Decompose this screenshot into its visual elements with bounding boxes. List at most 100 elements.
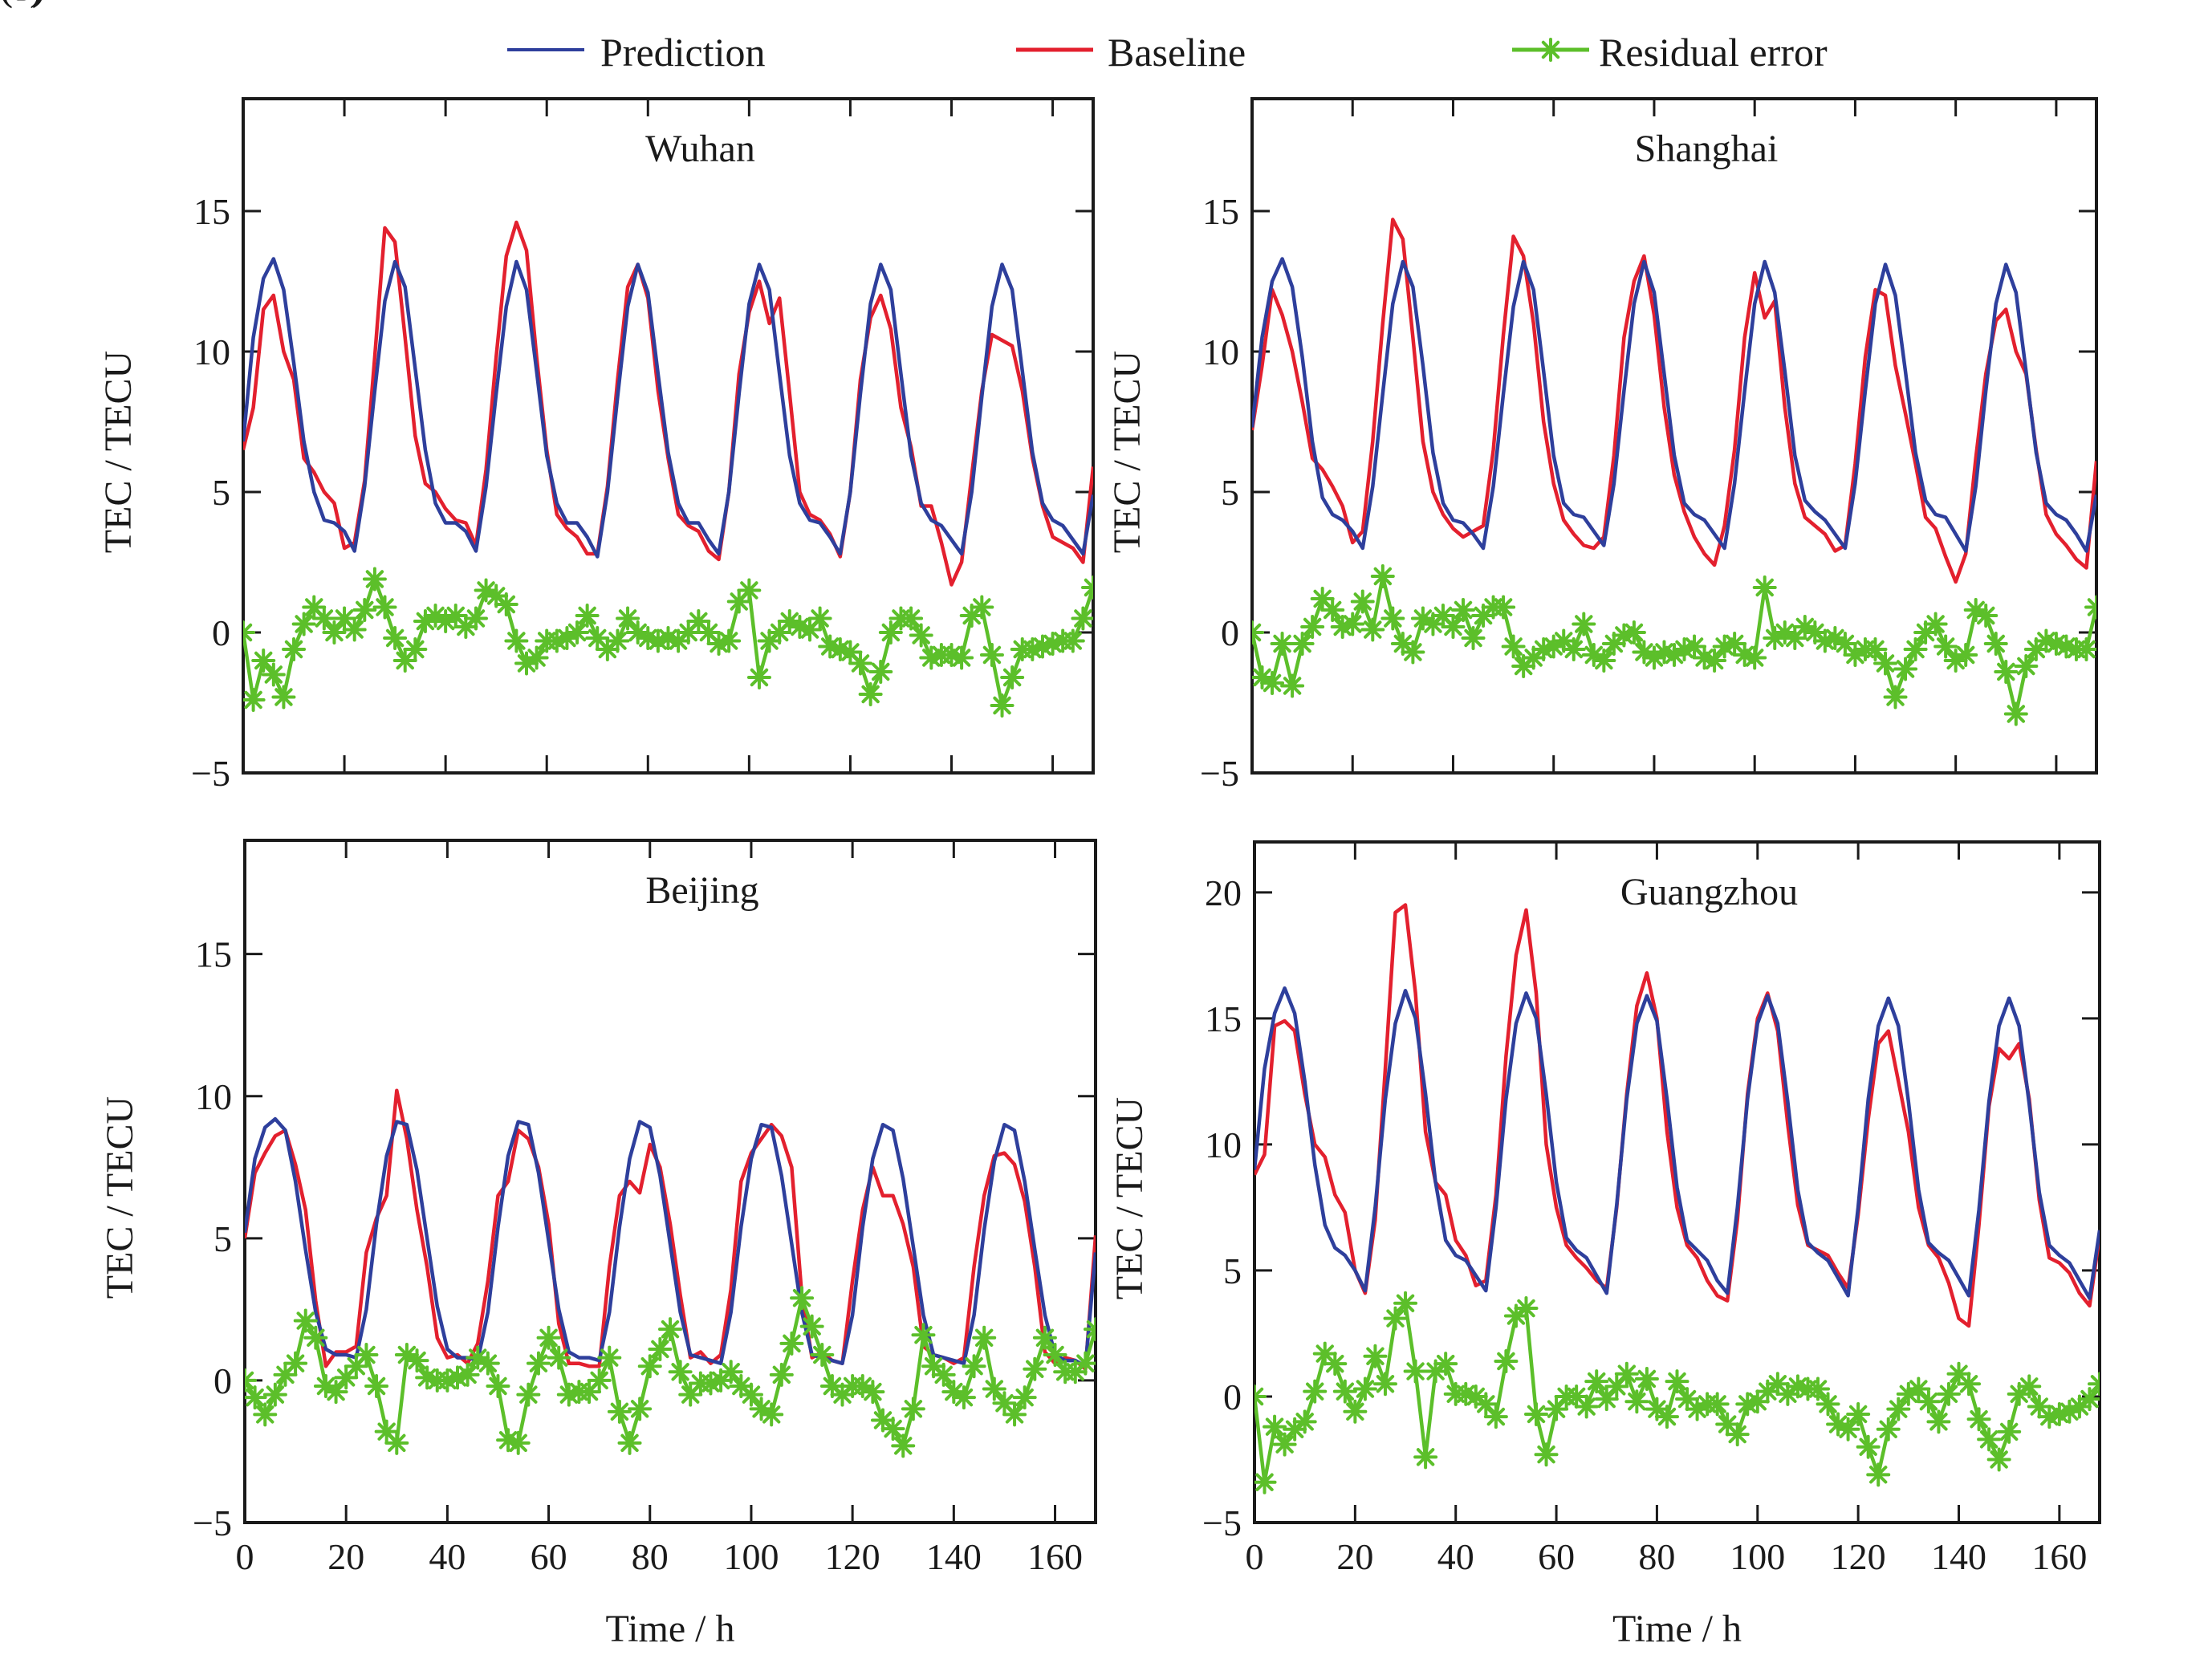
x-axis-label: Time / h — [606, 1608, 735, 1650]
y-tick-label: 5 — [1223, 1250, 1242, 1291]
residual-point — [962, 1354, 986, 1379]
residual-point — [455, 1362, 480, 1387]
residual-point — [1957, 1372, 1982, 1397]
residual-point — [536, 1325, 561, 1350]
residual-point — [746, 665, 771, 689]
residual-point — [769, 1362, 794, 1387]
residual-point — [1514, 1296, 1539, 1321]
y-tick-label: 0 — [213, 1360, 232, 1401]
residual-point — [1594, 1387, 1619, 1412]
residual-point — [1000, 665, 1025, 689]
panel-guangzhou: Guangzhou (d) TEC / TECU Time / h 0 20 40 6… — [0, 0, 2101, 1650]
residual-point — [322, 620, 347, 644]
y-tick-label: 20 — [1205, 872, 1242, 913]
residual-point — [597, 1345, 622, 1370]
y-tick-label: 5 — [212, 472, 230, 513]
residual-point — [271, 685, 296, 710]
residual-point — [1652, 640, 1677, 665]
residual-point — [1785, 1374, 1810, 1399]
residual-point — [283, 1351, 308, 1376]
residual-point — [790, 1286, 815, 1311]
residual-point — [494, 592, 518, 616]
residual-point — [2074, 637, 2096, 661]
y-tick-label: 15 — [1202, 191, 1239, 232]
residual-point — [1883, 685, 1908, 710]
residual-point — [342, 617, 367, 642]
panel-shanghai: Shanghai (b) TEC / TECU −5 0 5 10 15 — [0, 0, 2098, 794]
residual-point — [445, 1365, 470, 1390]
residual-point — [1863, 637, 1888, 661]
residual-point — [1816, 1392, 1840, 1417]
x-tick-label: 140 — [1931, 1536, 1986, 1577]
x-axis-label: Time / h — [1612, 1608, 1742, 1650]
residual-point — [1866, 1462, 1891, 1487]
legend: Prediction Baseline Residual error — [507, 30, 1828, 75]
residual-point — [678, 1382, 703, 1407]
residual-point — [526, 1351, 551, 1376]
residual-point — [1461, 626, 1486, 650]
residual-point — [1012, 1385, 1037, 1410]
residual-point — [2088, 1372, 2100, 1397]
residual-point — [575, 604, 600, 628]
panel-beijing: Beijing (c) TEC / TECU Time / h 0 20 40 60 8… — [0, 0, 1097, 1650]
residual-point — [524, 645, 549, 670]
residual-point — [245, 1385, 267, 1410]
y-tick-label: −5 — [1200, 753, 1239, 794]
y-tick-label: 10 — [195, 1076, 232, 1117]
plot-area — [243, 220, 1093, 718]
legend-item-baseline: Baseline — [1016, 30, 1246, 75]
residual-point — [911, 1323, 936, 1348]
residual-point — [1873, 651, 1897, 676]
residual-point — [737, 578, 762, 603]
residual-point — [1300, 615, 1325, 639]
residual-point — [1574, 1394, 1599, 1419]
residual-point — [311, 606, 336, 631]
residual-point — [1483, 1405, 1508, 1429]
residual-point — [1705, 1392, 1730, 1417]
residual-point — [1752, 575, 1777, 600]
residual-point — [1252, 620, 1264, 644]
residual-point — [463, 606, 488, 631]
residual-point — [1081, 575, 1093, 600]
residual-point — [1451, 598, 1475, 622]
residual-point — [1544, 1397, 1569, 1421]
residual-point — [1675, 1387, 1700, 1412]
x-tick-label: 100 — [723, 1536, 779, 1577]
residual-point — [1263, 1414, 1287, 1439]
residual-point — [1986, 1447, 2011, 1472]
x-tick-label: 160 — [1027, 1536, 1083, 1577]
residual-point — [931, 1362, 956, 1387]
residual-point — [1903, 637, 1928, 661]
residual-point — [1340, 612, 1365, 636]
residual-point — [1997, 1419, 2022, 1444]
residual-point — [878, 620, 903, 644]
panel-wuhan: Wuhan (a) TEC / TECU −5 0 5 10 15 — [0, 0, 1095, 794]
residual-point — [1634, 1366, 1659, 1391]
y-axis-label: TEC / TECU — [97, 351, 140, 553]
residual-point — [1290, 632, 1315, 656]
residual-point — [1624, 1389, 1649, 1414]
residual-point — [1393, 1291, 1418, 1315]
residual-point — [352, 598, 377, 622]
residual-point — [1343, 1399, 1368, 1424]
residual-point — [1876, 1417, 1901, 1441]
residual-point — [1433, 1352, 1458, 1376]
residual-point — [1032, 1325, 1057, 1350]
residual-point — [1071, 606, 1093, 631]
residual-point — [1491, 595, 1516, 620]
residual-point — [1994, 660, 2019, 684]
y-tick-label: −5 — [1202, 1502, 1242, 1543]
legend-item-prediction: Prediction — [507, 30, 766, 75]
residual-point — [616, 606, 640, 631]
residual-point — [1923, 612, 1948, 636]
residual-point — [637, 1354, 662, 1379]
series-line-baseline — [1254, 903, 2100, 1328]
residual-point — [1755, 1379, 1780, 1404]
residual-point — [1020, 637, 1045, 661]
residual-point — [1030, 634, 1055, 659]
residual-point — [810, 1343, 835, 1368]
residual-point — [303, 1325, 328, 1350]
residual-point — [1430, 604, 1455, 628]
y-tick-label: 15 — [193, 191, 230, 232]
